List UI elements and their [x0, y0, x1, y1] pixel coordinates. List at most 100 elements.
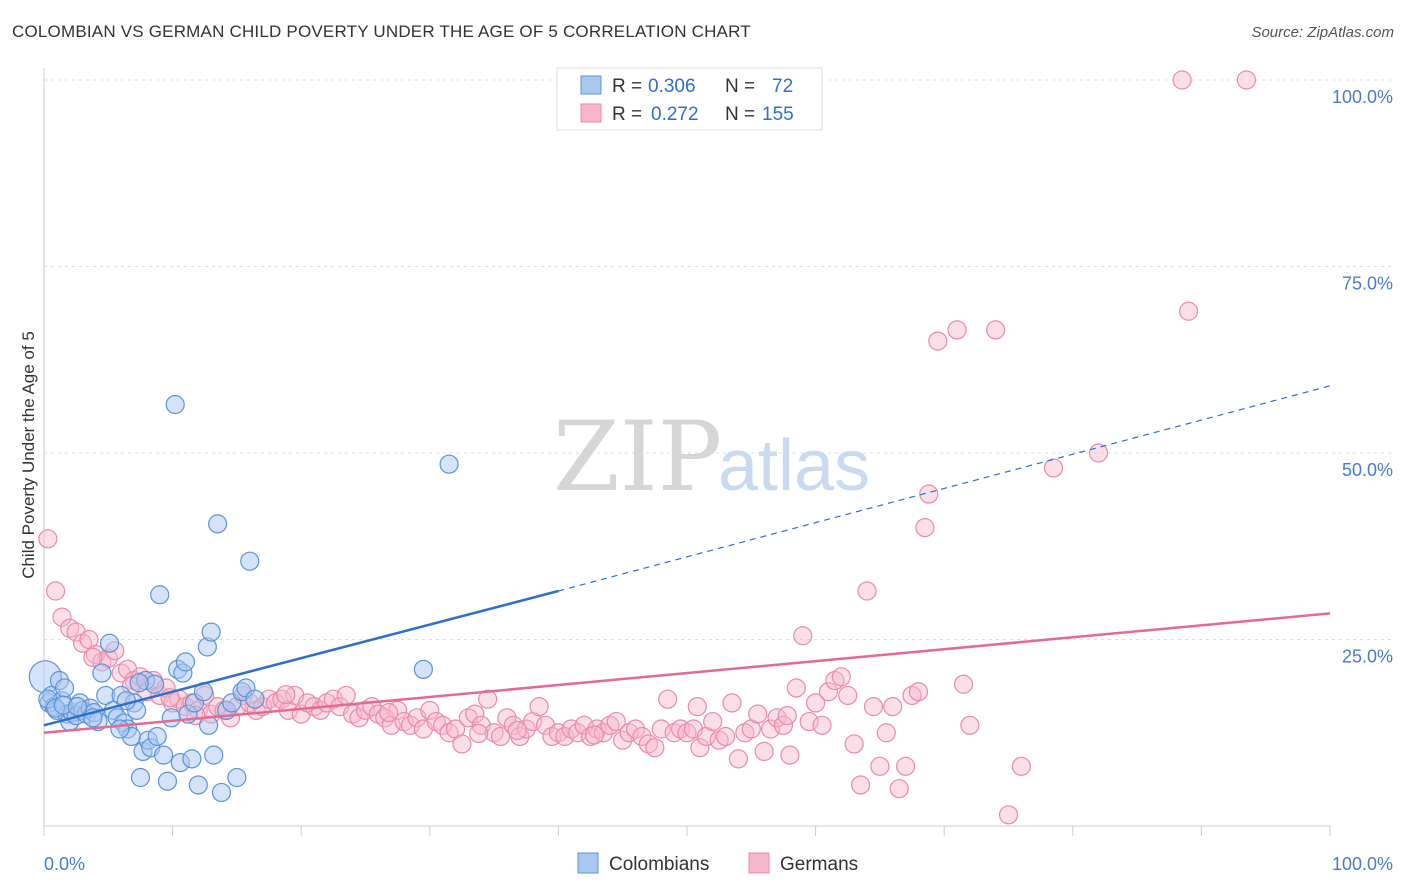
germans-point-142	[986, 320, 1006, 340]
colombians-point-39	[161, 708, 181, 728]
germans-point-106	[722, 693, 742, 713]
colombians-point-71	[129, 673, 149, 693]
colombians-point-51	[201, 622, 221, 642]
colombians-point-72	[116, 691, 136, 711]
germans-point-107	[728, 749, 749, 769]
germans-point-119	[805, 693, 826, 713]
germans-point-136	[915, 517, 935, 538]
y-tick-label-0: 25.0%	[1342, 647, 1393, 667]
germans-point-146	[1088, 443, 1109, 463]
colombians-point-29	[130, 767, 151, 788]
watermark-atlas: atlas	[718, 426, 870, 506]
colombians-point-36	[150, 585, 170, 605]
bottom-legend-swatch-germans	[748, 852, 770, 874]
germans-point-66	[465, 704, 485, 724]
germans-point-111	[754, 741, 774, 762]
legend-r-value-1: 0.306	[648, 76, 696, 97]
legend-n-label-2: N =	[725, 104, 755, 125]
colombians-point-62	[245, 689, 265, 709]
germans-point-121	[818, 682, 839, 702]
germans-point-160	[687, 697, 707, 717]
germans-point-71	[497, 708, 517, 728]
tick-labels: 25.0% 50.0% 75.0% 100.0% 0.0% 100.0%	[44, 87, 1393, 874]
germans-point-159	[777, 705, 797, 726]
bottom-legend-label-colombians: Colombians	[609, 854, 709, 875]
y-tick-label-2: 75.0%	[1342, 274, 1393, 294]
germans-point-2	[52, 607, 72, 627]
legend-r-label-2: R =	[612, 104, 642, 125]
colombians-point-46	[182, 749, 202, 769]
germans-point-72	[503, 715, 523, 735]
germans-point-95	[651, 719, 671, 739]
x-tick-label-0: 0.0%	[44, 854, 85, 874]
germans-point-123	[831, 667, 851, 687]
germans-point-59	[420, 700, 440, 720]
y-tick-label-1: 50.0%	[1342, 460, 1393, 480]
y-axis-label: Child Poverty Under the Age of 5	[19, 331, 38, 579]
legend-r-label-1: R =	[612, 76, 642, 97]
legend-swatch-colombians	[580, 75, 602, 95]
colombians-trend-line	[43, 589, 559, 727]
germans-point-68	[478, 689, 498, 709]
germans-point-96	[658, 689, 678, 709]
colombians-point-7	[54, 678, 75, 698]
germans-point-89	[613, 730, 633, 750]
germans-point-130	[876, 723, 896, 743]
germans-point-124	[838, 685, 858, 706]
legend-n-value-1: 72	[772, 76, 793, 97]
germans-point-64	[452, 734, 472, 754]
germans-point-94	[645, 738, 665, 758]
series-colombians	[28, 394, 459, 803]
bottom-legend: Colombians Germans	[577, 852, 858, 875]
colombians-point-40	[165, 394, 185, 415]
colombians-point-63	[413, 659, 433, 679]
legend-n-label-1: N =	[725, 76, 755, 97]
colombians-point-64	[439, 454, 459, 474]
germans-point-76	[529, 697, 549, 717]
germans-point-133	[896, 756, 916, 776]
germans-point-157	[507, 720, 527, 741]
germans-point-139	[947, 320, 967, 340]
germans-point-83	[574, 715, 594, 735]
germans-point-131	[883, 697, 903, 717]
grid-lines	[44, 79, 1395, 640]
germans-point-105	[715, 726, 736, 747]
germans-point-92	[632, 726, 652, 747]
germans-point-56	[400, 715, 421, 735]
germans-point-116	[786, 678, 806, 698]
y-tick-label-3: 100.0%	[1332, 87, 1393, 107]
colombians-point-54	[208, 514, 228, 534]
colombians-point-55	[211, 782, 232, 803]
germans-point-149	[1236, 70, 1257, 90]
germans-point-137	[919, 484, 939, 504]
colombians-point-44	[175, 652, 196, 672]
germans-point-117	[793, 626, 813, 646]
germans-point-158	[469, 723, 489, 744]
germans-point-7	[85, 644, 106, 665]
colombians-point-61	[240, 551, 260, 571]
germans-point-125	[844, 734, 864, 754]
legend-n-value-2: 155	[762, 104, 794, 125]
germans-point-88	[606, 711, 626, 732]
germans-point-82	[568, 723, 588, 743]
legend-swatch-germans	[580, 103, 602, 123]
source-label: Source: ZipAtlas.com	[1251, 24, 1394, 41]
germans-point-150	[584, 725, 605, 745]
colombians-point-48	[188, 775, 208, 795]
chart-title: COLOMBIAN VS GERMAN CHILD POVERTY UNDER …	[12, 22, 751, 41]
germans-point-1	[45, 581, 66, 601]
colombians-point-53	[204, 745, 224, 765]
germans-point-101	[690, 738, 710, 758]
germans-point-46	[336, 685, 356, 706]
germans-point-141	[960, 715, 980, 735]
colombians-point-37	[153, 745, 174, 765]
colombians-point-18	[92, 663, 112, 683]
colombians-point-20	[99, 633, 120, 653]
germans-point-118	[799, 711, 819, 732]
legend-box: R = 0.306 N = 72 R = 0.272 N = 155	[556, 67, 823, 131]
trend-lines	[43, 385, 1331, 734]
bottom-legend-swatch-colombians	[577, 852, 599, 874]
colombians-point-38	[157, 771, 178, 791]
germans-point-138	[928, 331, 948, 351]
